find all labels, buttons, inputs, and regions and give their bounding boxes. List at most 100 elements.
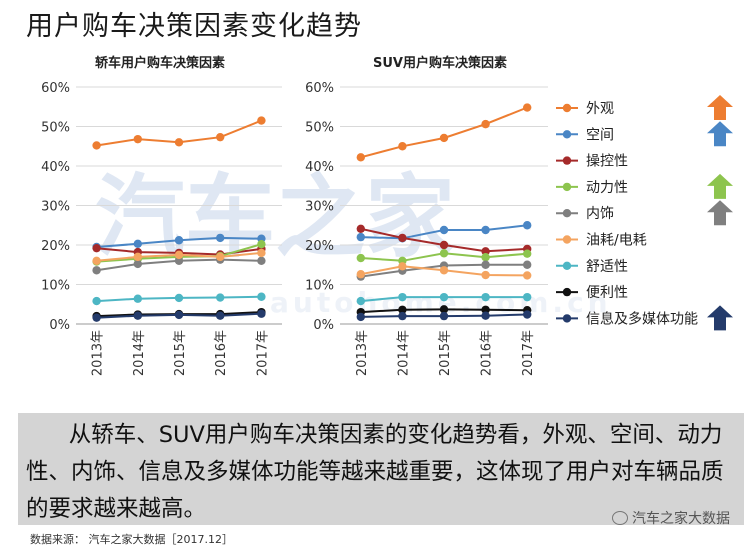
data-point-便利性 (481, 305, 490, 314)
data-point-油耗/电耗 (216, 252, 225, 262)
y-tick-label: 50% (305, 121, 334, 136)
data-point-信息及多媒体功能 (257, 309, 266, 318)
data-point-舒适性 (174, 293, 184, 303)
data-point-空间 (133, 239, 142, 249)
chart-title-1: SUV用户购车决策因素 (373, 55, 507, 71)
data-point-信息及多媒体功能 (216, 311, 225, 320)
data-point-油耗/电耗 (257, 248, 266, 258)
legend-marker-舒适性 (562, 261, 572, 270)
legend-marker-空间 (562, 130, 572, 139)
data-point-油耗/电耗 (92, 256, 101, 265)
y-tick-label: 0% (49, 318, 70, 333)
data-point-动力性 (257, 240, 266, 249)
legend-label-动力性: 动力性 (586, 180, 628, 196)
data-point-外观 (439, 133, 449, 143)
data-point-舒适性 (133, 294, 142, 303)
brand-label: 汽车之家大数据 (632, 511, 730, 527)
y-tick-label: 10% (41, 279, 70, 294)
trend-up-arrow-icon-动力性 (707, 173, 733, 199)
data-point-外观 (523, 103, 532, 112)
data-point-动力性 (356, 253, 365, 263)
legend-marker-油耗/电耗 (562, 235, 572, 244)
data-point-油耗/电耗 (133, 252, 142, 262)
data-point-油耗/电耗 (356, 270, 365, 279)
y-tick-label: 60% (41, 81, 70, 96)
y-tick-label: 40% (305, 160, 334, 175)
legend-marker-信息及多媒体功能 (562, 314, 572, 323)
data-point-空间 (439, 225, 449, 235)
data-point-油耗/电耗 (481, 270, 490, 280)
x-tick-label: 2014年 (132, 330, 147, 376)
legend-marker-便利性 (562, 287, 572, 297)
legend-marker-内饰 (562, 209, 572, 218)
page-title: 用户购车决策因素变化趋势 (26, 11, 362, 42)
legend-label-舒适性: 舒适性 (586, 259, 628, 275)
data-point-信息及多媒体功能 (356, 312, 365, 322)
data-point-外观 (92, 141, 101, 150)
x-tick-label: 2014年 (396, 330, 411, 376)
data-point-内饰 (481, 260, 490, 269)
data-point-外观 (174, 138, 184, 147)
data-point-操控性 (356, 224, 365, 234)
data-point-信息及多媒体功能 (481, 311, 490, 320)
data-point-外观 (356, 153, 365, 162)
legend-label-内饰: 内饰 (586, 206, 614, 222)
data-point-信息及多媒体功能 (523, 310, 532, 319)
data-point-空间 (523, 221, 532, 230)
data-point-油耗/电耗 (398, 262, 407, 271)
data-point-舒适性 (92, 296, 101, 306)
legend-label-油耗/电耗: 油耗/电耗 (586, 233, 647, 249)
y-tick-label: 30% (41, 200, 70, 215)
legend-marker-外观 (562, 103, 572, 113)
x-tick-label: 2015年 (438, 330, 453, 376)
data-point-动力性 (439, 249, 449, 258)
data-point-空间 (481, 225, 490, 235)
data-point-信息及多媒体功能 (174, 310, 184, 320)
data-point-信息及多媒体功能 (92, 313, 101, 322)
data-point-空间 (174, 236, 184, 245)
data-point-空间 (216, 233, 225, 243)
wechat-icon (612, 511, 628, 525)
legend-label-操控性: 操控性 (586, 154, 628, 170)
chart-title-0: 轿车用户购车决策因素 (95, 55, 225, 71)
data-point-舒适性 (216, 293, 225, 302)
watermark: 汽车之家 (95, 165, 455, 270)
data-point-操控性 (481, 247, 490, 256)
charts-canvas: 汽车之家 autohome.com.cn 轿车用户购车决策因素 0% 10% 20% 3… (41, 55, 733, 376)
data-point-信息及多媒体功能 (133, 311, 142, 320)
data-point-内饰 (133, 259, 142, 269)
y-tick-label: 0% (313, 318, 334, 333)
legend-label-空间: 空间 (586, 127, 614, 143)
x-tick-label: 2016年 (214, 330, 229, 376)
brand-mark: 汽车之家大数据 (612, 508, 730, 528)
data-point-便利性 (398, 305, 407, 314)
y-tick-label: 10% (305, 279, 334, 294)
data-point-舒适性 (481, 292, 490, 302)
y-tick-label: 20% (41, 239, 70, 254)
y-tick-label: 50% (41, 121, 70, 136)
y-tick-label: 60% (305, 81, 334, 96)
data-point-外观 (133, 134, 142, 144)
data-point-舒适性 (439, 292, 449, 302)
trend-up-arrow-icon-内饰 (707, 200, 733, 226)
trend-up-arrow-icon-空间 (707, 121, 733, 147)
legend-marker-操控性 (562, 156, 572, 165)
data-point-操控性 (92, 243, 101, 253)
data-point-油耗/电耗 (174, 250, 184, 260)
data-point-舒适性 (257, 292, 266, 301)
data-point-外观 (481, 119, 490, 129)
x-tick-label: 2015年 (173, 330, 188, 376)
data-point-油耗/电耗 (439, 266, 449, 275)
data-point-操控性 (439, 240, 449, 250)
legend-marker-动力性 (562, 182, 572, 192)
summary-text: 从轿车、SUV用户购车决策因素的变化趋势看，外观、空间、动力性、内饰、信息及多媒… (26, 422, 724, 522)
data-source: 数据来源： 汽车之家大数据［2017.12］ (30, 533, 233, 546)
legend-label-便利性: 便利性 (586, 285, 628, 301)
y-tick-label: 20% (305, 239, 334, 254)
data-point-动力性 (523, 249, 532, 258)
legend-label-外观: 外观 (586, 101, 614, 117)
y-tick-label: 40% (41, 160, 70, 175)
data-point-舒适性 (356, 296, 365, 306)
data-point-外观 (398, 142, 407, 151)
x-tick-label: 2013年 (91, 330, 106, 376)
